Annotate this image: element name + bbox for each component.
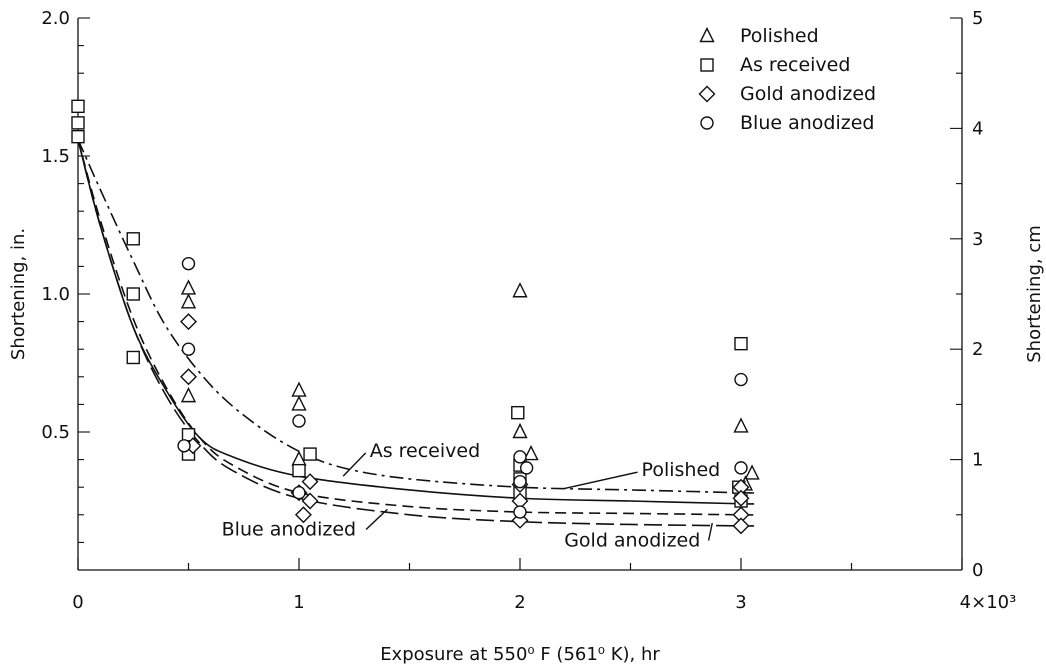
point-blue-anodized	[513, 474, 527, 489]
fit-curve-blue-anodized	[77, 139, 755, 516]
point-polished	[180, 279, 197, 295]
point-polished	[733, 417, 749, 433]
point-as-received	[734, 336, 748, 351]
point-gold-anodized	[180, 368, 197, 386]
point-as-received	[181, 428, 196, 442]
annotation-polished: Polished	[642, 459, 721, 481]
point-as-received	[71, 99, 85, 114]
y-left-tick-label: 1.0	[41, 284, 70, 305]
x-tick-label: 0	[72, 592, 83, 613]
point-as-received	[126, 350, 140, 365]
legend-marker-gold-anodized	[698, 85, 716, 103]
axes: 0 1 2 3 4×10³ 0.5 1.0 1.5 2.0 0 1 2 3 4 5	[41, 8, 1016, 613]
legend-marker-polished	[699, 26, 715, 43]
point-as-received	[71, 129, 85, 144]
y-right-tick-label: 2	[972, 339, 983, 360]
x-tick-label: 1	[293, 592, 304, 613]
annotation-gold-anodized: Gold anodized	[564, 530, 700, 552]
legend-label-as-received: As received	[740, 54, 850, 76]
point-as-received	[303, 447, 317, 461]
legend-label-polished: Polished	[740, 25, 819, 47]
x-tick-label: 4×10³	[960, 592, 1017, 613]
x-tick-label: 3	[735, 592, 746, 613]
legend-label-gold-anodized: Gold anodized	[740, 83, 876, 105]
x-axis-title: Exposure at 550⁰ F (561⁰ K), hr	[380, 644, 660, 665]
point-polished	[180, 387, 197, 403]
leader-as-received	[342, 452, 367, 477]
point-blue-anodized	[292, 486, 306, 500]
point-gold-anodized	[732, 489, 750, 507]
legend-label-blue-anodized: Blue anodized	[740, 112, 874, 134]
point-as-received	[71, 116, 85, 130]
point-blue-anodized	[513, 505, 527, 519]
point-polished	[180, 293, 197, 309]
fit-curve-gold-anodized	[77, 139, 755, 527]
leader-polished	[564, 471, 638, 490]
annotation-as-received: As received	[370, 440, 480, 462]
point-gold-anodized	[294, 506, 312, 524]
legend: Polished As received Gold anodized Blue ano…	[698, 25, 876, 134]
point-blue-anodized	[734, 461, 748, 475]
point-polished	[291, 381, 307, 397]
y-axis-right-title: Shortening, cm	[1024, 225, 1045, 363]
point-blue-anodized	[734, 372, 748, 387]
point-polished	[512, 422, 528, 439]
y-right-tick-label: 3	[972, 229, 983, 250]
point-blue-anodized	[519, 461, 534, 475]
point-blue-anodized	[292, 414, 306, 428]
legend-marker-blue-anodized	[700, 116, 714, 130]
y-right-tick-label: 0	[972, 560, 983, 581]
annotation-blue-anodized: Blue anodized	[222, 519, 356, 541]
legend-marker-as-received	[700, 58, 714, 72]
point-polished	[744, 464, 760, 480]
leader-blue-anodized	[365, 508, 388, 531]
point-as-received	[126, 287, 140, 301]
point-polished	[512, 282, 528, 298]
point-gold-anodized	[301, 473, 319, 491]
point-as-received	[126, 232, 140, 246]
curve-annotations: As received Polished Blue anodized Gold ano…	[222, 440, 721, 552]
point-blue-anodized	[181, 342, 196, 356]
point-blue-anodized	[181, 256, 196, 271]
leader-gold-anodized	[707, 522, 713, 541]
point-polished	[291, 395, 307, 411]
y-left-tick-label: 2.0	[41, 8, 70, 29]
point-as-received	[292, 463, 306, 478]
y-left-tick-label: 1.5	[41, 146, 70, 167]
point-gold-anodized	[301, 492, 319, 510]
point-blue-anodized	[177, 439, 191, 453]
y-right-tick-label: 4	[972, 118, 983, 139]
y-left-tick-label: 0.5	[41, 422, 70, 443]
y-right-tick-label: 1	[972, 450, 983, 471]
point-polished	[523, 445, 539, 461]
y-axis-left-title: Shortening, in.	[8, 228, 29, 360]
point-as-received	[511, 405, 525, 420]
point-gold-anodized	[732, 517, 750, 535]
y-right-tick-label: 5	[972, 8, 983, 29]
data-points	[71, 99, 760, 535]
point-gold-anodized	[180, 313, 197, 331]
x-tick-label: 2	[514, 592, 525, 613]
point-blue-anodized	[513, 450, 527, 464]
